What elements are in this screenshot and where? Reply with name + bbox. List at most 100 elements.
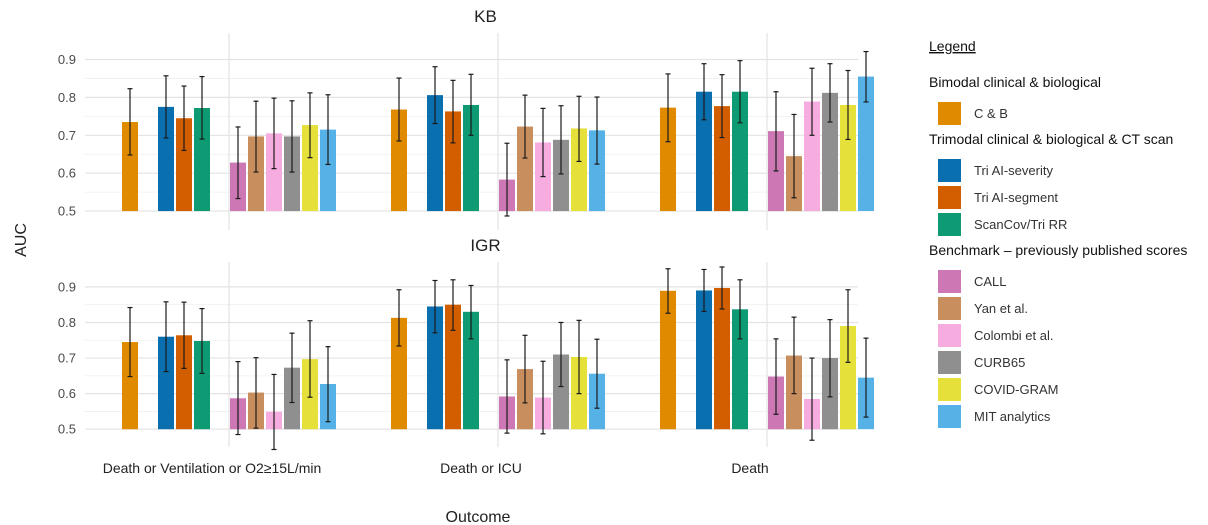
bar-mit-analytics [320, 129, 336, 212]
legend-item-label: Colombi et al. [974, 328, 1053, 343]
error-bar [127, 88, 133, 156]
bar-tri-ai-segment [445, 111, 461, 212]
error-bar [576, 95, 582, 163]
error-bar [791, 316, 797, 395]
error-bar [271, 97, 277, 170]
legend-swatch-tri-ai-segment [938, 186, 961, 209]
legend-item-label: Yan et al. [974, 301, 1028, 316]
legend-item-label: MIT analytics [974, 409, 1051, 424]
error-bar [163, 301, 169, 373]
error-bar [540, 360, 546, 435]
bar-curb65 [284, 136, 300, 212]
error-bar [396, 289, 402, 347]
y-tick-label: 0.5 [58, 204, 76, 219]
bar-tri-ai-severity [696, 91, 712, 212]
legend-swatch-colombi-et-al [938, 324, 961, 347]
legend-item-label: C & B [974, 106, 1008, 121]
bar-mit-analytics [589, 130, 605, 212]
error-bar [468, 284, 474, 340]
bar-c-b [122, 122, 138, 212]
legend-item-label: Tri AI-segment [974, 190, 1058, 205]
legend-swatch-mit-analytics [938, 405, 961, 428]
bar-covid-gram [840, 104, 856, 212]
legend-swatch-c-b [938, 102, 961, 125]
y-tick-label: 0.7 [58, 351, 76, 366]
bar-tri-ai-segment [714, 287, 730, 430]
bar-curb65 [822, 92, 838, 212]
legend-group-label: Bimodal clinical & biological [929, 74, 1101, 90]
error-bar [289, 100, 295, 173]
error-bar [504, 359, 510, 434]
error-bar [307, 320, 313, 398]
legend-group-label: Benchmark – previously published scores [929, 242, 1187, 258]
error-bar [235, 126, 241, 200]
legend-title: Legend [929, 38, 976, 54]
y-tick-label: 0.8 [58, 90, 76, 105]
error-bar [432, 66, 438, 125]
bar-tri-ai-severity [158, 106, 174, 212]
error-bar [701, 63, 707, 121]
error-bar [863, 337, 869, 418]
legend-swatch-tri-ai-severity [938, 159, 961, 182]
y-tick-label: 0.9 [58, 279, 76, 294]
error-bar [289, 332, 295, 404]
error-bar [307, 92, 313, 159]
legend-item-label: CURB65 [974, 355, 1025, 370]
error-bar [181, 85, 187, 152]
panel-title-kb: KB [474, 7, 497, 26]
error-bar [576, 319, 582, 395]
bar-c-b [391, 317, 407, 430]
legend-group-label: Trimodal clinical & biological & CT scan [929, 131, 1173, 147]
bar-scancov-tri-rr [463, 311, 479, 430]
bar-curb65 [553, 139, 569, 212]
error-bar [827, 319, 833, 398]
error-bar [809, 67, 815, 136]
error-bar [558, 105, 564, 175]
error-bar [791, 113, 797, 199]
error-bar [522, 94, 528, 159]
bar-tri-ai-severity [427, 95, 443, 212]
error-bar [522, 334, 528, 404]
error-bar [863, 50, 869, 103]
error-bar [719, 266, 725, 310]
chart-legend: Legend Bimodal clinical & biological C & B… [929, 38, 1187, 428]
bar-scancov-tri-rr [732, 309, 748, 430]
error-bar [235, 361, 241, 436]
legend-item-label: CALL [974, 274, 1007, 289]
x-axis-title: Outcome [446, 509, 511, 525]
legend-item-label: COVID-GRAM [974, 382, 1059, 397]
x-category-label: Death [731, 460, 768, 476]
error-bar [737, 279, 743, 340]
error-bar [594, 96, 600, 165]
bar-curb65 [553, 354, 569, 430]
y-tick-label: 0.7 [58, 128, 76, 143]
bar-tri-ai-segment [714, 106, 730, 212]
error-bar [845, 69, 851, 141]
bar-c-b [391, 109, 407, 212]
bar-colombi-et-al [266, 133, 282, 212]
error-bar [450, 279, 456, 331]
bar-tri-ai-segment [445, 304, 461, 430]
error-bar [163, 75, 169, 139]
error-bar [432, 279, 438, 334]
error-bar [181, 301, 187, 369]
legend-item-label: ScanCov/Tri RR [974, 217, 1067, 232]
legend-item-label: Tri AI-severity [974, 163, 1053, 178]
x-category-label: Death or Ventilation or O2≥15L/min [103, 460, 322, 476]
x-category-labels: Death or Ventilation or O2≥15L/min Death … [103, 460, 769, 476]
bar-yan-et-al [517, 126, 533, 212]
x-category-label: Death or ICU [440, 460, 522, 476]
error-bar [827, 63, 833, 123]
error-bar [325, 94, 331, 166]
y-tick-label: 0.6 [58, 166, 76, 181]
bar-scancov-tri-rr [194, 108, 210, 212]
y-tick-label: 0.8 [58, 315, 76, 330]
panel-igr: 0.5 0.6 0.7 0.8 0.9 IGR [58, 236, 874, 451]
bar-tri-ai-segment [176, 118, 192, 212]
legend-swatch-yan-et-al [938, 297, 961, 320]
bar-mit-analytics [858, 76, 874, 212]
bar-covid-gram [302, 125, 318, 212]
error-bar [127, 306, 133, 378]
chart-panels: 0.5 0.6 0.7 0.8 0.9 KB 0.5 0.6 0.7 0.8 0.9 IGR [58, 7, 874, 451]
